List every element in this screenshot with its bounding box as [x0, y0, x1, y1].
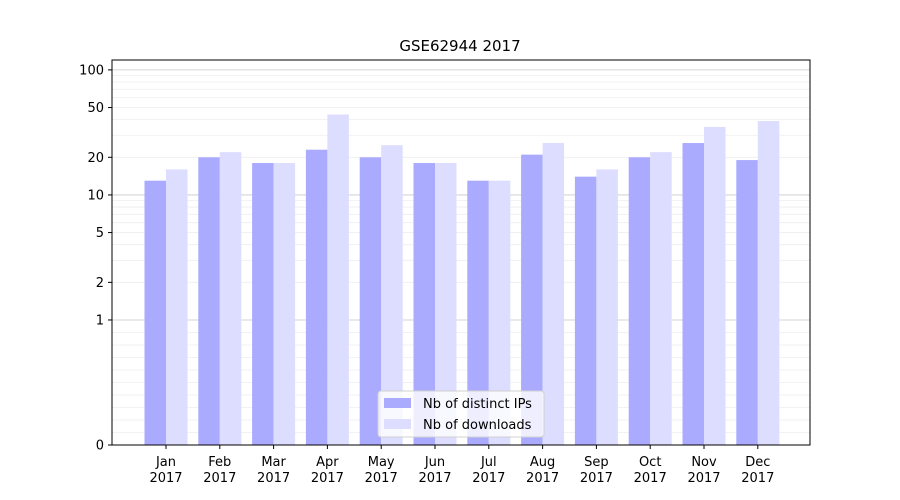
bar-distinct-ips-feb: [198, 157, 220, 445]
x-tick-month: Sep: [584, 455, 609, 470]
x-tick-year: 2017: [472, 471, 505, 486]
x-tick-year: 2017: [257, 471, 290, 486]
x-tick-month: Dec: [745, 455, 770, 470]
bar-downloads-oct: [650, 152, 672, 445]
bar-downloads-jan: [166, 169, 188, 445]
x-tick-month: Aug: [530, 455, 555, 470]
y-tick-label: 50: [87, 101, 104, 116]
bar-downloads-jul: [488, 180, 511, 445]
x-tick-month: May: [368, 455, 395, 470]
y-axis: 0 1 2 5 10 20 50 100: [79, 63, 112, 454]
x-tick-year: 2017: [418, 471, 451, 486]
x-tick-year: 2017: [687, 471, 720, 486]
bar-distinct-ips-apr: [305, 149, 328, 446]
x-tick-year: 2017: [311, 471, 344, 486]
x-tick-month: Jan: [155, 455, 176, 470]
y-tick-label: 2: [96, 276, 104, 291]
x-tick-year: 2017: [365, 471, 398, 486]
x-tick-year: 2017: [580, 471, 613, 486]
bar-downloads-apr: [327, 114, 349, 445]
bar-downloads-nov: [704, 126, 726, 446]
bar-downloads-jun: [435, 163, 457, 445]
bars: [144, 114, 780, 446]
x-tick-label: Apr 2017: [311, 455, 344, 486]
bar-distinct-ips-jul: [467, 180, 489, 445]
plot-frame: [111, 59, 811, 446]
y-tick-label: 100: [79, 63, 104, 78]
x-tick-month: Nov: [691, 455, 717, 470]
x-tick-year: 2017: [634, 471, 667, 486]
legend-swatch: [384, 398, 411, 408]
x-tick-month: Jun: [424, 455, 445, 470]
x-tick-month: Feb: [208, 455, 231, 470]
x-tick-label: May 2017: [365, 455, 398, 486]
x-tick-year: 2017: [526, 471, 559, 486]
x-tick-label: Jan 2017: [149, 455, 182, 486]
y-tick-label: 20: [87, 151, 104, 166]
bar-distinct-ips-jun: [413, 163, 435, 445]
bar-downloads-aug: [542, 143, 565, 445]
legend-label: Nb of distinct IPs: [423, 397, 532, 412]
bar-distinct-ips-mar: [252, 163, 274, 445]
y-tick-label: 5: [96, 226, 104, 241]
x-tick-label: Oct 2017: [634, 455, 667, 486]
bar-distinct-ips-aug: [521, 154, 543, 446]
y-tick-label: 0: [96, 439, 104, 454]
x-tick-month: Mar: [261, 455, 286, 470]
bar-distinct-ips-may: [359, 157, 382, 445]
legend-box: [377, 390, 545, 438]
legend: Nb of distinct IPs Nb of downloads: [377, 390, 545, 438]
x-tick-label: Feb 2017: [203, 455, 236, 486]
x-tick-label: Nov 2017: [687, 455, 720, 486]
y-tick-label: 10: [87, 188, 104, 203]
bar-distinct-ips-nov: [682, 143, 704, 445]
x-tick-label: Mar 2017: [257, 455, 290, 486]
x-tick-month: Oct: [639, 455, 661, 470]
bar-downloads-dec: [757, 121, 780, 446]
bar-downloads-feb: [219, 152, 242, 445]
x-tick-label: Sep 2017: [580, 455, 613, 486]
x-tick-year: 2017: [203, 471, 236, 486]
x-tick-month: Apr: [316, 455, 339, 470]
x-tick-year: 2017: [741, 471, 774, 486]
bar-distinct-ips-sep: [574, 176, 597, 445]
x-tick-label: Jul 2017: [472, 455, 505, 486]
chart-title: GSE62944 2017: [399, 37, 520, 55]
x-tick-year: 2017: [149, 471, 182, 486]
bar-downloads-may: [381, 145, 403, 445]
x-tick-label: Dec 2017: [741, 455, 774, 486]
legend-label: Nb of downloads: [423, 418, 532, 433]
x-tick-month: Jul: [480, 455, 497, 470]
bar-distinct-ips-oct: [628, 157, 651, 445]
bar-distinct-ips-dec: [736, 160, 758, 445]
bar-downloads-mar: [273, 163, 296, 445]
x-tick-label: Jun 2017: [418, 455, 451, 486]
bar-downloads-sep: [596, 169, 618, 445]
x-tick-label: Aug 2017: [526, 455, 559, 486]
y-tick-label: 1: [96, 313, 104, 328]
legend-swatch: [384, 419, 411, 429]
bar-distinct-ips-jan: [144, 180, 166, 445]
